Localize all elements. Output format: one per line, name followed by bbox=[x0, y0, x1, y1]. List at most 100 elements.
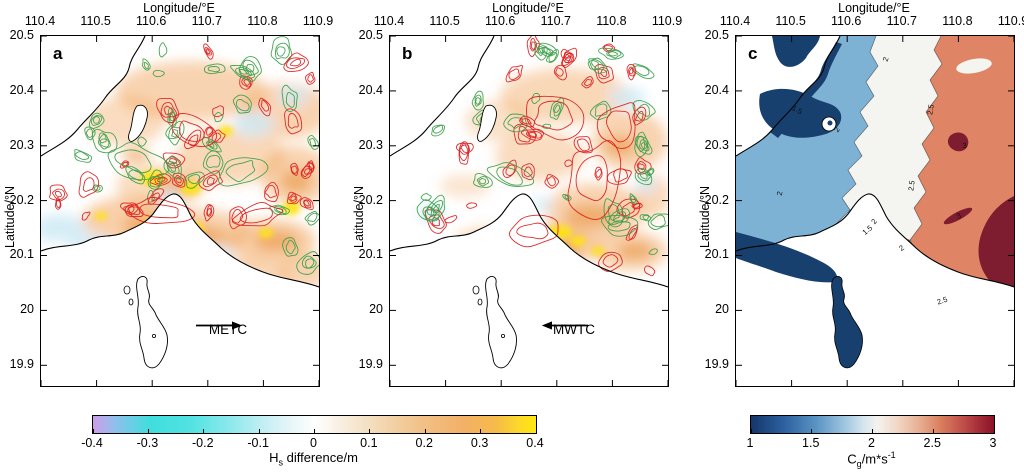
colorbar-tick-mark bbox=[872, 429, 873, 433]
colorbar-tick-mark bbox=[92, 429, 94, 433]
x-tick-label: 110.7 bbox=[540, 14, 571, 28]
panel-b-plot-area: b MWTC bbox=[389, 35, 669, 387]
y-tick-label: 20.3 bbox=[9, 137, 34, 152]
panel-b-letter: b bbox=[402, 44, 413, 63]
westward-arrow-icon bbox=[542, 321, 588, 330]
colorbar-tick-mark bbox=[480, 429, 482, 433]
panel-b-lat-tick-labels: 20.5 20.4 20.3 20.2 20.1 20 19.9 bbox=[349, 28, 385, 371]
contour-label: 2 bbox=[881, 56, 891, 63]
x-tick-label: 0.4 bbox=[526, 436, 544, 450]
x-tick-label: 110.6 bbox=[485, 14, 516, 28]
cg-colorbar-tick-labels: 1 1.5 2 2.5 3 bbox=[746, 436, 997, 450]
y-tick-label: 20.5 bbox=[704, 28, 729, 42]
panel-a-lat-tick-labels: 20.5 20.4 20.3 20.2 20.1 20 19.9 bbox=[0, 28, 36, 371]
x-tick-label: 1 bbox=[746, 436, 754, 450]
y-tick-label: 20.4 bbox=[358, 82, 383, 97]
panel-a-letter: a bbox=[53, 44, 63, 63]
panel-b-y-axis-title: Latitude/°N bbox=[352, 186, 366, 248]
panel-b-lon-tick-labels: 110.4 110.5 110.6 110.7 110.8 110.9 bbox=[374, 14, 682, 29]
panel-c-lat-tick-labels: 20.5 20.4 20.3 20.2 20.1 20 19.9 bbox=[695, 28, 731, 371]
x-tick-label: 110.6 bbox=[136, 14, 167, 28]
contour-label: 3 bbox=[962, 141, 967, 150]
y-tick-label: 20.2 bbox=[358, 192, 383, 207]
hs-colorbar-label: Hs difference/m bbox=[269, 450, 358, 468]
y-tick-label: 20.4 bbox=[9, 82, 34, 97]
x-tick-label: 110.7 bbox=[886, 14, 917, 28]
y-tick-label: 20.2 bbox=[704, 192, 729, 207]
contour-label: 2 bbox=[775, 191, 785, 197]
colorbar-tick-mark bbox=[258, 429, 260, 433]
hs-difference-colorbar bbox=[92, 415, 537, 434]
x-tick-label: 110.4 bbox=[719, 14, 751, 28]
colorbar-tick-mark bbox=[932, 429, 934, 433]
panel-a-lon-tick-labels: 110.4 110.5 110.6 110.7 110.8 110.9 bbox=[25, 14, 333, 29]
y-tick-label: 19.9 bbox=[704, 357, 729, 371]
panel-a-plot-area: a METC bbox=[40, 35, 320, 387]
colorbar-tick-mark bbox=[750, 429, 752, 433]
contour-label: 2.5 bbox=[925, 104, 936, 116]
y-tick-label: 20.2 bbox=[9, 192, 34, 207]
y-tick-label: 20.1 bbox=[358, 247, 383, 262]
y-tick-label: 20.3 bbox=[704, 137, 729, 152]
colorbar-tick-mark bbox=[811, 429, 813, 433]
panel-c-letter: c bbox=[748, 44, 758, 63]
colorbar-tick-mark bbox=[203, 429, 205, 433]
eastward-arrow-icon bbox=[196, 321, 242, 330]
x-tick-label: 110.8 bbox=[247, 14, 278, 28]
panel-b-current-annotation: MWTC bbox=[542, 321, 606, 339]
y-tick-label: 20.4 bbox=[704, 82, 729, 97]
y-tick-label: 20.5 bbox=[358, 28, 383, 42]
panel-b: Longitude/°E 110.4 110.5 110.6 110.7 110.8 11… bbox=[349, 0, 682, 472]
x-tick-label: -0.1 bbox=[247, 436, 269, 450]
panel-c-x-axis-title: Longitude/°E bbox=[838, 1, 910, 15]
x-tick-label: -0.3 bbox=[136, 436, 159, 450]
panel-c-plot-area: 2 1.5 2 2.5 3 2 2.5 3 2.5 2 1.5 2 c bbox=[735, 35, 1015, 387]
panel-c-lon-tick-labels: 110.4 110.5 110.6 110.7 110.8 110.9 bbox=[720, 14, 1024, 29]
colorbar-tick-mark bbox=[314, 429, 315, 433]
x-tick-label: -0.4 bbox=[81, 436, 103, 450]
x-tick-label: 1.5 bbox=[802, 436, 820, 450]
panel-a-map-svg bbox=[41, 36, 319, 386]
contour-label: 1.5 bbox=[790, 103, 803, 116]
x-tick-label: 110.5 bbox=[429, 14, 460, 28]
x-tick-label: 110.8 bbox=[942, 14, 973, 28]
x-tick-label: 0.1 bbox=[360, 436, 378, 450]
x-tick-label: 110.9 bbox=[651, 14, 683, 28]
x-tick-label: 110.4 bbox=[24, 14, 56, 28]
panel-b-x-axis-title: Longitude/°E bbox=[492, 1, 564, 15]
panel-a-current-annotation: METC bbox=[196, 321, 260, 339]
y-tick-label: 19.9 bbox=[358, 357, 383, 371]
colorbar-tick-mark bbox=[993, 429, 995, 433]
contour-label: 3 bbox=[955, 211, 963, 221]
panel-b-map-svg bbox=[390, 36, 668, 386]
colorbar-tick-mark bbox=[535, 429, 537, 433]
colorbar-tick-mark bbox=[147, 429, 149, 433]
y-tick-label: 20 bbox=[715, 302, 729, 317]
panel-a-y-axis-title: Latitude/°N bbox=[3, 186, 17, 248]
x-tick-label: 110.5 bbox=[80, 14, 111, 28]
x-tick-label: 110.5 bbox=[775, 14, 806, 28]
x-tick-label: 110.9 bbox=[302, 14, 334, 28]
x-tick-label: 0 bbox=[310, 436, 317, 450]
y-tick-label: 20 bbox=[20, 302, 34, 317]
y-tick-label: 20.5 bbox=[9, 28, 34, 42]
cg-colorbar-label: Cg/m*s-1 bbox=[847, 450, 896, 469]
contour-label: 2 bbox=[897, 243, 906, 253]
contour-label: 2.5 bbox=[936, 295, 949, 307]
y-tick-label: 20 bbox=[369, 302, 383, 317]
panel-a: Longitude/°E 110.4 110.5 110.6 110.7 110.8 11… bbox=[0, 0, 333, 472]
x-tick-label: 3 bbox=[989, 436, 997, 450]
x-tick-label: 110.7 bbox=[191, 14, 222, 28]
x-tick-label: 110.8 bbox=[596, 14, 627, 28]
x-tick-label: 2.5 bbox=[923, 436, 941, 450]
x-tick-label: 2 bbox=[868, 436, 875, 450]
x-tick-label: 0.2 bbox=[415, 436, 433, 450]
x-tick-label: 0.3 bbox=[470, 436, 489, 450]
y-tick-label: 19.9 bbox=[9, 357, 34, 371]
panel-c-y-axis-title: Latitude/°N bbox=[698, 186, 712, 248]
x-tick-label: 110.4 bbox=[373, 14, 405, 28]
contour-label: 2 bbox=[869, 217, 879, 226]
colorbar-tick-mark bbox=[369, 429, 371, 433]
